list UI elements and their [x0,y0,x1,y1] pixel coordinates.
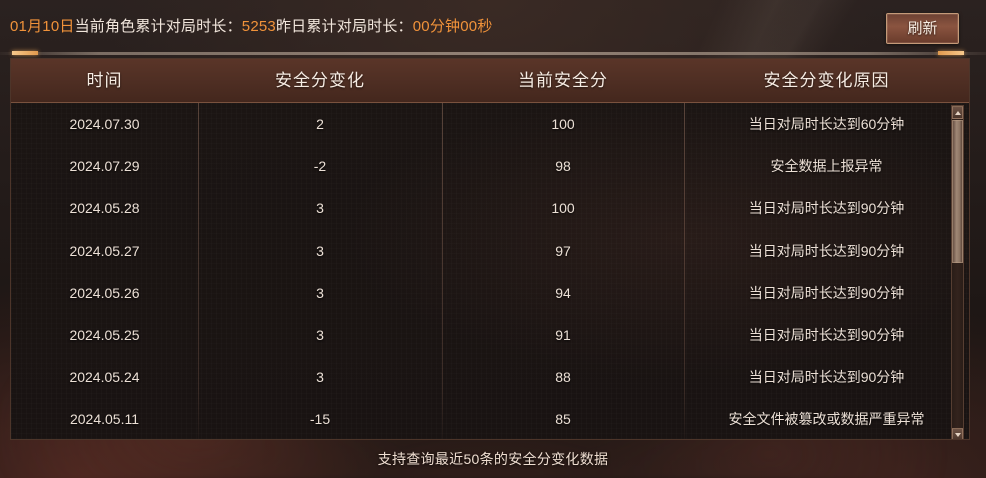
table-row: 2024.05.26 3 94 当日对局时长达到90分钟 [11,272,969,314]
cell-score-change: 3 [316,242,324,259]
column-divider-1 [198,103,199,439]
cell-reason: 当日对局时长达到90分钟 [748,200,905,217]
chevron-down-icon[interactable] [952,428,963,439]
cell-reason: 当日对局时长达到90分钟 [748,242,905,259]
table-body: 2024.07.30 2 100 当日对局时长达到60分钟 2024.07.29 -2 98… [11,103,969,439]
cell-current-score: 91 [555,326,571,343]
column-divider-2 [442,103,443,439]
divider-accent-left [12,51,38,55]
cell-reason: 安全数据上报异常 [770,158,883,175]
cell-reason: 当日对局时长达到90分钟 [748,284,905,301]
cell-date: 2024.05.24 [69,369,140,386]
column-header-reason: 安全分变化原因 [763,71,890,90]
chevron-up-icon[interactable] [952,106,963,119]
cell-current-score: 85 [555,411,571,428]
cell-score-change: -2 [313,158,327,175]
refresh-button[interactable]: 刷新 [886,13,959,44]
cell-reason: 安全文件被篡改或数据严重异常 [728,411,925,428]
cell-date: 2024.05.27 [69,242,140,259]
cell-current-score: 100 [551,116,575,132]
summary-date: 01月10日 [10,18,75,35]
cell-current-score: 100 [551,200,575,217]
column-header-time: 时间 [86,71,123,90]
cell-date: 2024.05.26 [69,284,140,301]
cell-current-score: 97 [555,242,571,259]
cell-reason: 当日对局时长达到90分钟 [748,369,905,386]
cell-date: 2024.07.29 [69,158,140,175]
summary-yesterday-label: 昨日累计对局时长： [275,18,413,35]
cell-score-change: 3 [316,284,324,301]
cell-current-score: 88 [555,369,571,386]
cell-score-change: -15 [309,411,331,428]
summary-yesterday-value: 00分钟00秒 [412,18,493,35]
table-row: 2024.05.24 3 88 当日对局时长达到90分钟 [11,356,969,398]
table-row: 2024.07.30 2 100 当日对局时长达到60分钟 [11,103,969,145]
security-score-table: 时间 安全分变化 当前安全分 安全分变化原因 2024.07.30 2 100 当日对… [10,58,970,440]
top-bar: 01月10日当前角色累计对局时长：5253昨日累计对局时长：00分钟00秒 刷新 [0,0,986,55]
summary-current-value: 5253 [241,18,276,35]
summary-current-label: 当前角色累计对局时长： [74,18,242,35]
cell-date: 2024.05.11 [69,411,140,428]
playtime-summary: 01月10日当前角色累计对局时长：5253昨日累计对局时长：00分钟00秒 [10,17,493,37]
cell-current-score: 98 [555,158,571,175]
scrollbar-thumb[interactable] [952,120,963,263]
cell-score-change: 2 [316,116,324,132]
column-divider-3 [684,103,685,439]
cell-date: 2024.05.25 [69,326,140,343]
cell-date: 2024.05.28 [69,200,140,217]
table-row: 2024.07.29 -2 98 安全数据上报异常 [11,145,969,187]
divider-accent-right [938,51,964,55]
table-header-row: 时间 安全分变化 当前安全分 安全分变化原因 [11,59,969,103]
table-row: 2024.05.28 3 100 当日对局时长达到90分钟 [11,187,969,229]
header-divider [0,52,986,55]
cell-score-change: 3 [316,326,324,343]
column-header-score-change: 安全分变化 [275,71,365,90]
cell-score-change: 3 [316,369,324,386]
cell-reason: 当日对局时长达到60分钟 [748,116,905,132]
table-row: 2024.05.11 -15 85 安全文件被篡改或数据严重异常 [11,398,969,439]
column-header-current-score: 当前安全分 [518,71,608,90]
cell-current-score: 94 [555,284,571,301]
cell-date: 2024.07.30 [69,116,140,132]
cell-reason: 当日对局时长达到90分钟 [748,326,905,343]
table-scrollbar[interactable] [951,105,964,439]
footer-note: 支持查询最近50条的安全分变化数据 [377,451,609,467]
cell-score-change: 3 [316,200,324,217]
table-row: 2024.05.25 3 91 当日对局时长达到90分钟 [11,314,969,356]
table-row: 2024.05.27 3 97 当日对局时长达到90分钟 [11,230,969,272]
